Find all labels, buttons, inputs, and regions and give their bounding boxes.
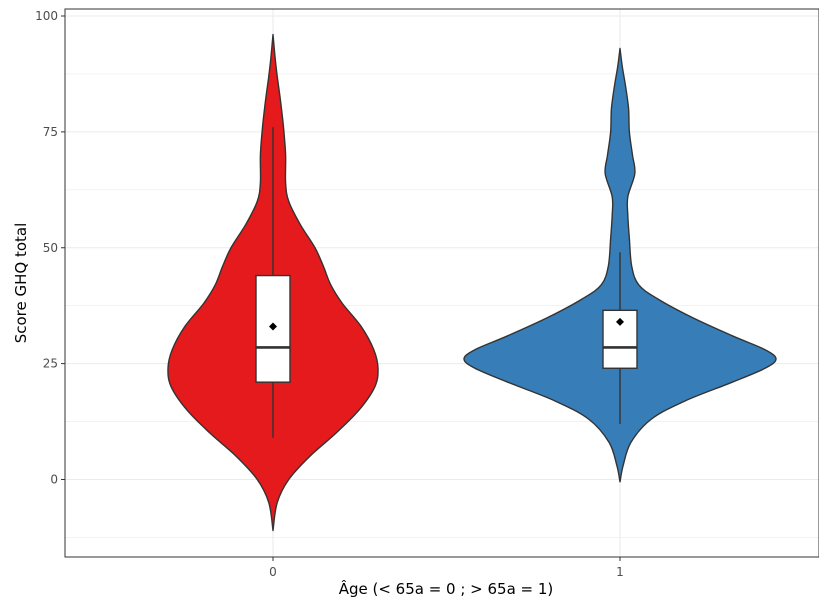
mean-point-0 [269, 322, 277, 331]
y-tick-label: 50 [43, 241, 58, 255]
x-tick-label: 0 [269, 565, 277, 579]
y-tick-label: 0 [50, 473, 58, 487]
y-tick-label: 25 [43, 357, 58, 371]
y-tick-label: 75 [43, 125, 58, 139]
y-axis-title: Score GHQ total [12, 223, 30, 344]
mean-point-1 [616, 317, 624, 326]
plot-border [64, 8, 819, 558]
plot-panel [65, 9, 819, 557]
boxplots [255, 127, 638, 438]
x-tick-label: 1 [616, 565, 624, 579]
y-tick-label: 100 [35, 9, 58, 23]
x-axis-title: Âge (< 65a = 0 ; > 65a = 1) [339, 579, 554, 598]
y-axis: 0 25 50 75 100 [35, 9, 65, 487]
